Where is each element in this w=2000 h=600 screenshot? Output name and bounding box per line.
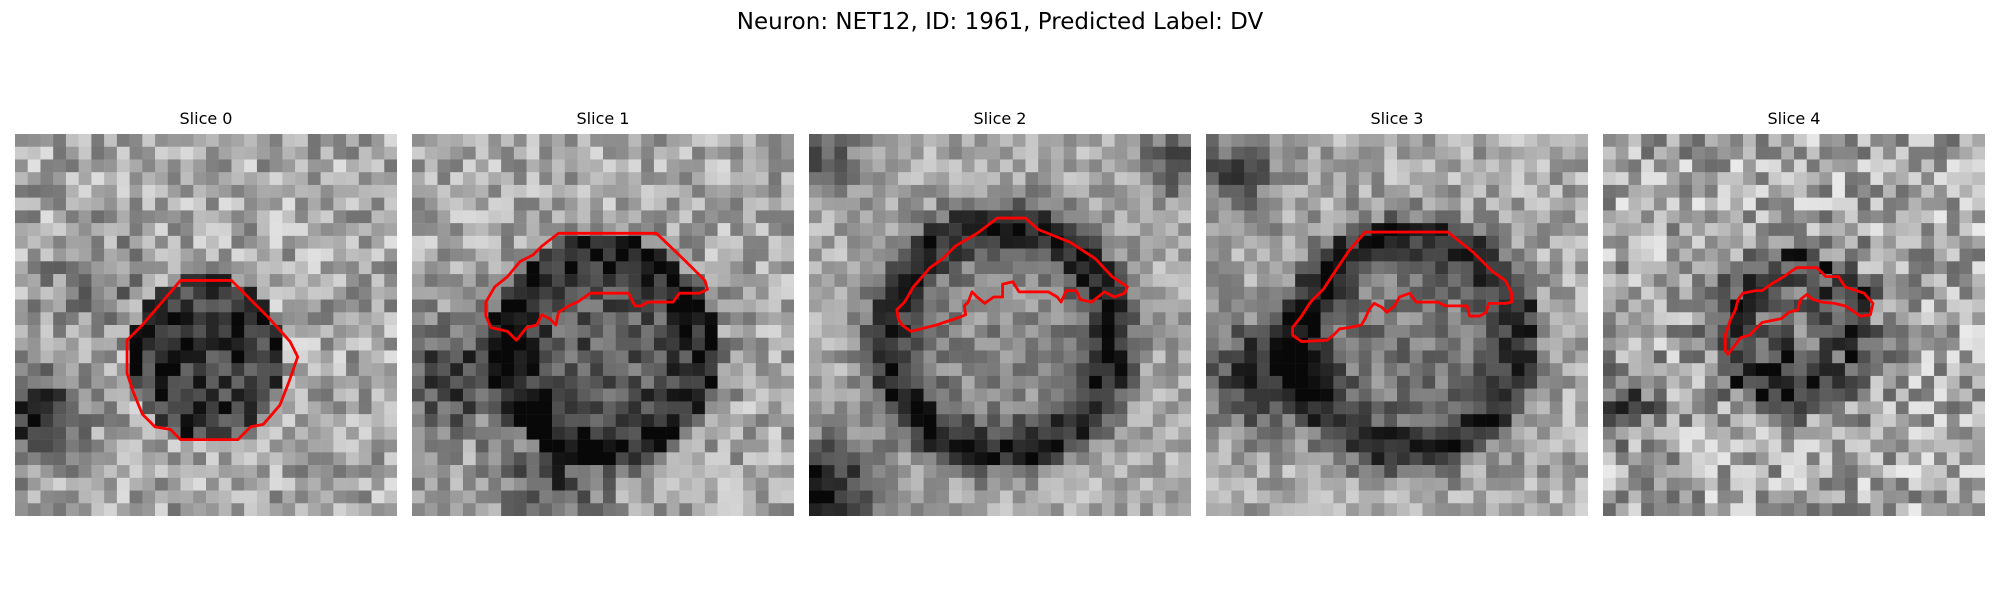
roi-contour [125,279,300,442]
roi-contour [1723,266,1875,356]
slice-image [1603,134,1985,516]
roi-contour [484,231,709,342]
grayscale-pixel-grid [809,134,1191,516]
slice-title: Slice 4 [1767,109,1821,128]
slice-image [412,134,794,516]
slice-title: Slice 2 [973,109,1027,128]
roi-contour [1291,230,1514,343]
grayscale-pixel-grid [1206,134,1588,516]
grayscale-pixel-grid [15,134,397,516]
slice-title: Slice 3 [1370,109,1424,128]
slice-title: Slice 1 [576,109,630,128]
roi-contour [895,216,1129,333]
grayscale-pixel-grid [412,134,794,516]
slice-title: Slice 0 [179,109,233,128]
grayscale-pixel-grid [1603,134,1985,516]
slice-image [809,134,1191,516]
figure-title: Neuron: NET12, ID: 1961, Predicted Label… [736,9,1264,35]
slice-image [15,134,397,516]
slice-image [1206,134,1588,516]
